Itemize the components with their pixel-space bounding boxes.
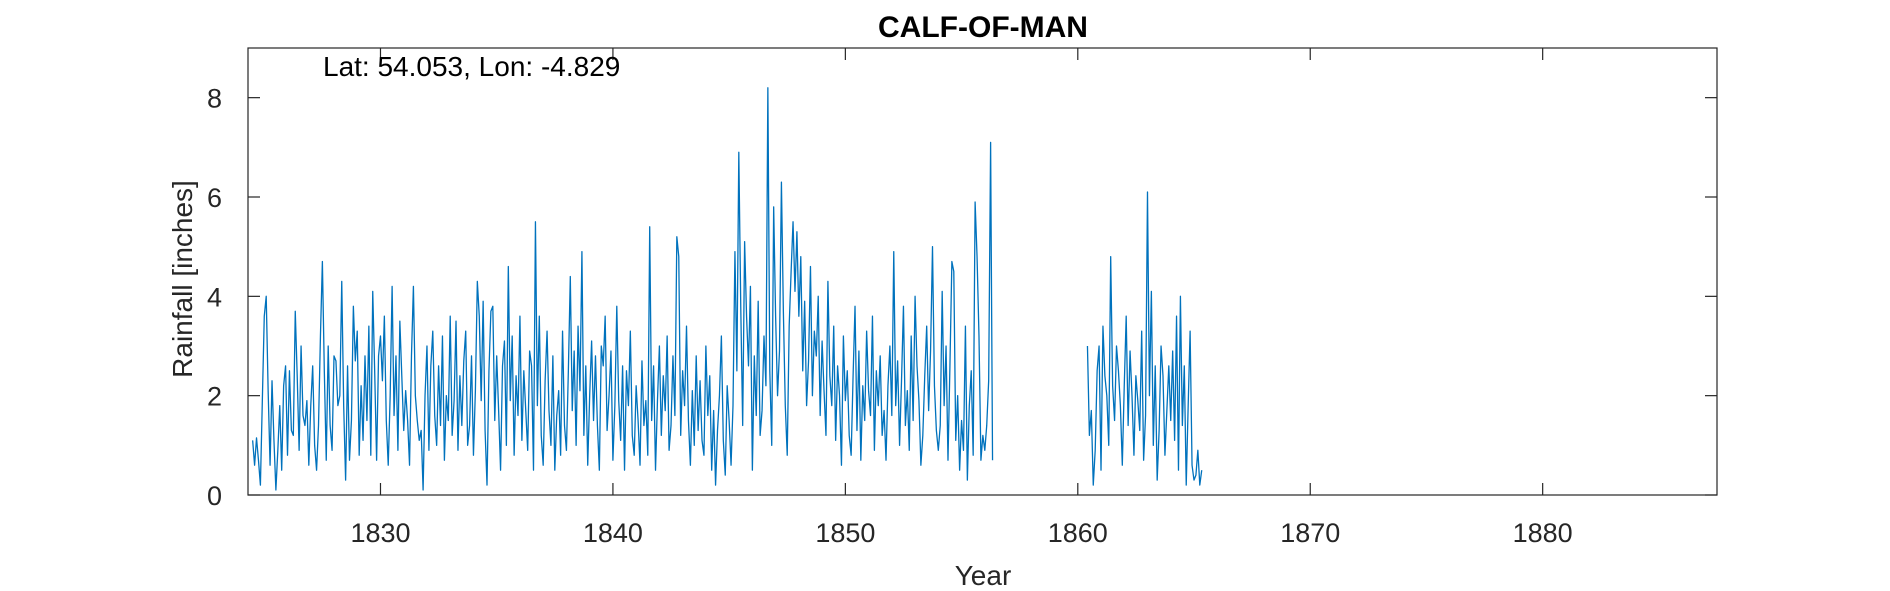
y-tick-label: 0 [207, 481, 222, 511]
y-tick-label: 4 [207, 282, 222, 312]
x-tick-label: 1860 [1048, 518, 1108, 548]
x-tick-label: 1870 [1280, 518, 1340, 548]
plot-frame [247, 47, 1718, 496]
location-annotation: Lat: 54.053, Lon: -4.829 [323, 51, 620, 82]
rainfall-line [252, 87, 1203, 491]
y-tick-label: 6 [207, 183, 222, 213]
y-tick-label: 8 [207, 84, 222, 114]
x-axis-label: Year [955, 560, 1012, 591]
chart-title: CALF-OF-MAN [878, 11, 1088, 44]
y-tick-label: 2 [207, 382, 222, 412]
x-tick-label: 1840 [583, 518, 643, 548]
rainfall-series [252, 87, 1203, 491]
x-tick-label: 1850 [815, 518, 875, 548]
y-axis-label: Rainfall [inches] [167, 180, 198, 378]
plot-axes: 1830 1840 1850 1860 1870 1880 0 2 4 6 8 [207, 47, 1718, 548]
x-tick-label: 1880 [1513, 518, 1573, 548]
x-tick-label: 1830 [350, 518, 410, 548]
